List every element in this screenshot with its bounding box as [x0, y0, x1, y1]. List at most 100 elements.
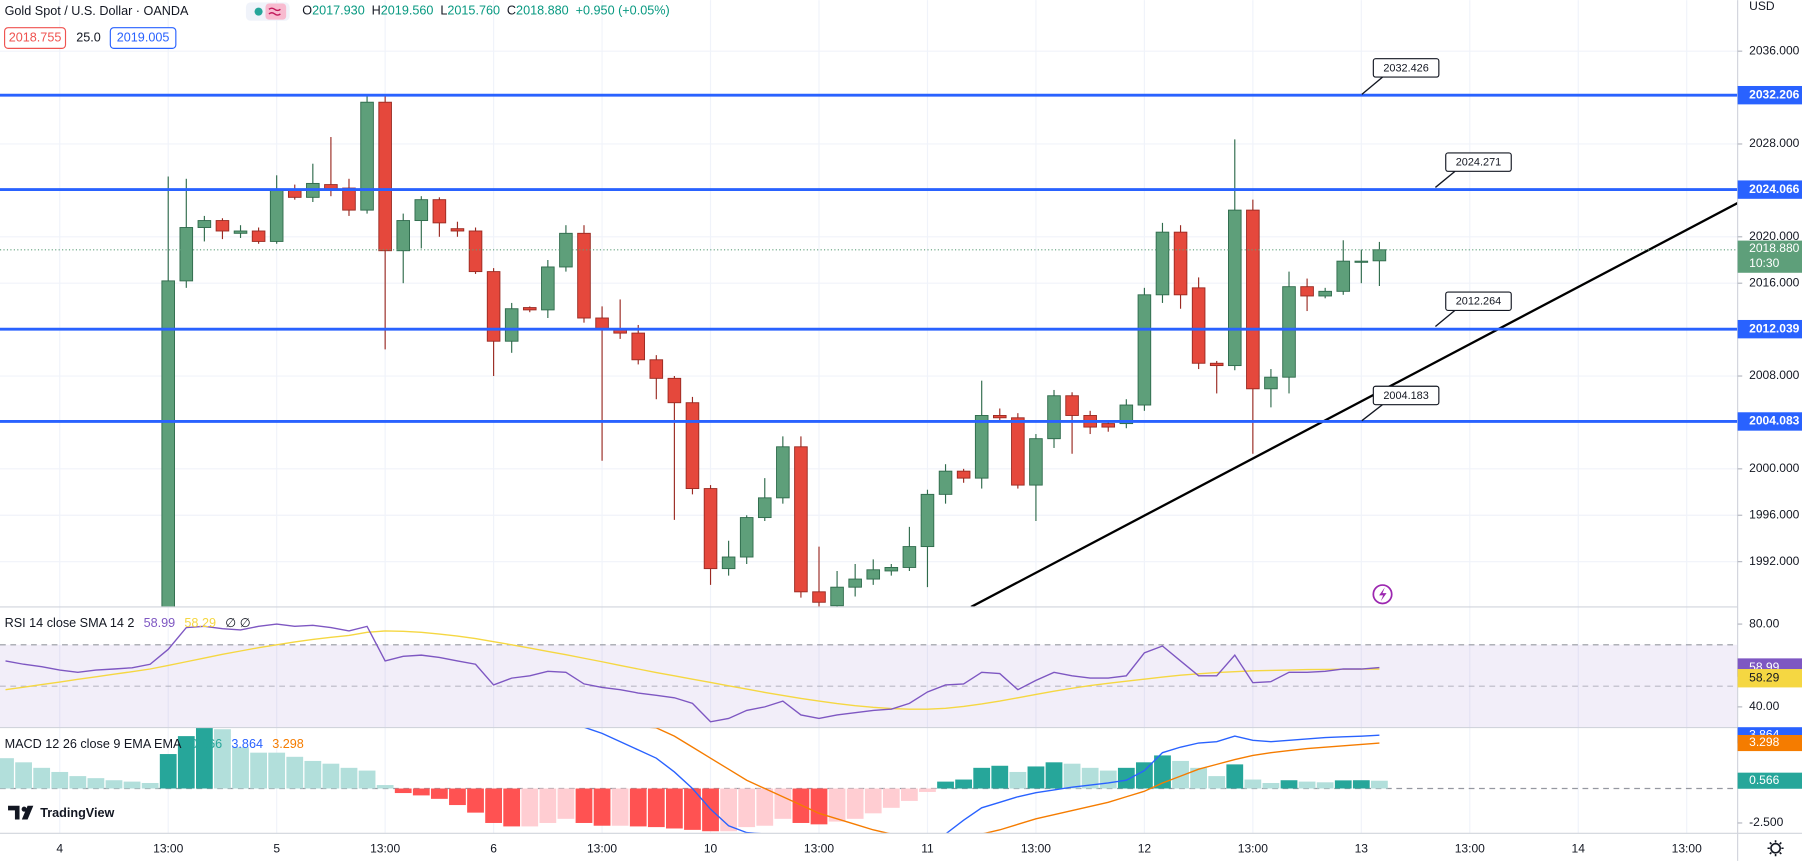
histogram-bar [828, 788, 846, 822]
candle-body [468, 230, 483, 273]
bid-price[interactable]: 2018.755 [9, 30, 62, 44]
current-price-box [1737, 240, 1802, 273]
ohlc-value: 2019.560 [381, 4, 434, 18]
histogram-bar [430, 788, 448, 799]
gear-teeth[interactable] [1767, 840, 1784, 857]
histogram-bar [720, 788, 738, 832]
candle-body [414, 199, 429, 222]
level-label: 2004.083 [1749, 414, 1800, 428]
callout-box [1372, 58, 1440, 78]
histogram-bar [1063, 763, 1081, 789]
histogram-bar [1208, 776, 1226, 789]
candle-body [577, 232, 591, 319]
candle-body [884, 567, 899, 572]
histogram-bar [412, 788, 430, 796]
macd-line [581, 727, 1380, 834]
histogram-bar [1099, 770, 1117, 789]
rsi-pane [5, 623, 1380, 723]
candle-body [360, 101, 374, 211]
histogram-bar [1334, 780, 1352, 789]
candle-body [215, 220, 230, 232]
histogram-bar [521, 788, 539, 827]
histogram-bar [467, 788, 484, 813]
ohlc-value: 2018.880 [516, 4, 569, 18]
level-box [1737, 85, 1802, 105]
candle-body [197, 220, 212, 228]
x-tick-label: 10 [704, 842, 718, 856]
histogram-bar [937, 781, 954, 789]
candle-body [1336, 260, 1351, 292]
candle-body [1372, 249, 1387, 262]
candle-body [938, 470, 953, 495]
histogram-bar [846, 788, 864, 819]
alert-icon[interactable] [1372, 584, 1393, 605]
callout-pointer [1434, 309, 1456, 328]
candle-body [1209, 362, 1224, 367]
visibility-toggle[interactable] [245, 2, 290, 21]
candle-body [1228, 209, 1242, 367]
histogram-bar [738, 788, 756, 828]
macd-line [643, 727, 1380, 834]
alert-bolt[interactable] [1379, 587, 1387, 602]
toggle-wave[interactable] [265, 3, 287, 20]
histogram-bar [1172, 760, 1189, 789]
candle-body [1300, 286, 1314, 297]
rsi-line [5, 630, 1380, 710]
candle-body [1047, 395, 1061, 440]
rsi-legend: RSI 14 close SMA 14 2 58.99 58.29 ∅ ∅ [5, 616, 251, 630]
ask-box[interactable] [109, 27, 177, 49]
rsi-legend-value: 58.29 [184, 616, 216, 630]
alert-circle[interactable] [1372, 584, 1393, 605]
x-tick-label: 13:00 [1672, 842, 1702, 856]
candle-body [1318, 290, 1332, 297]
histogram-bar [647, 788, 665, 828]
candle-body [866, 569, 881, 580]
toggle-dot[interactable] [254, 7, 263, 16]
candle-body [1065, 395, 1079, 416]
histogram-bar [919, 788, 936, 792]
ask-price[interactable]: 2019.005 [117, 30, 170, 44]
current-price-label: 2018.880 [1749, 241, 1800, 255]
macd-legend-value: 3.298 [272, 737, 304, 751]
rsi-background [0, 644, 1738, 728]
candle-body [794, 446, 808, 593]
macd-value-label: 0.566 [1749, 773, 1779, 787]
bid-box[interactable] [4, 27, 67, 49]
currency-label: USD [1749, 0, 1775, 13]
candle-body [342, 187, 356, 211]
histogram-bar [1154, 755, 1171, 789]
x-tick-label: 12 [1138, 842, 1152, 856]
y-tick-label: 2020.000 [1749, 229, 1800, 243]
candle-body [450, 228, 465, 232]
x-tick-label: 13 [1355, 842, 1369, 856]
candle-body [1191, 287, 1206, 364]
rsi-value-box [1737, 669, 1802, 688]
toggle-wave-icon[interactable] [268, 7, 281, 16]
candle-body [1354, 260, 1369, 263]
candle-body [1137, 294, 1152, 406]
x-tick-label: 13:00 [587, 842, 617, 856]
histogram-bar [177, 736, 195, 789]
histogram-bar [376, 785, 394, 789]
histogram-bar [358, 770, 376, 789]
candle-body [902, 546, 917, 568]
candle-body [1155, 231, 1170, 296]
settings-gear[interactable] [1767, 840, 1784, 857]
ohlc-key: C [507, 4, 516, 18]
histogram-bar [774, 788, 792, 819]
histogram-bar [1298, 781, 1316, 789]
x-tick-label: 5 [273, 842, 280, 856]
candle-body [1173, 231, 1188, 296]
candle-body [776, 446, 790, 499]
level-label: 2024.066 [1749, 182, 1800, 196]
callout-label: 2032.426 [1383, 62, 1429, 74]
candle-body [956, 470, 971, 479]
gear-core[interactable] [1770, 842, 1781, 854]
histogram-bar [1371, 780, 1388, 789]
histogram-bar [1081, 767, 1099, 789]
callout-pointer [1434, 170, 1456, 188]
candle-body [396, 220, 411, 252]
histogram-bar [1262, 782, 1280, 789]
candle-body [992, 415, 1007, 419]
